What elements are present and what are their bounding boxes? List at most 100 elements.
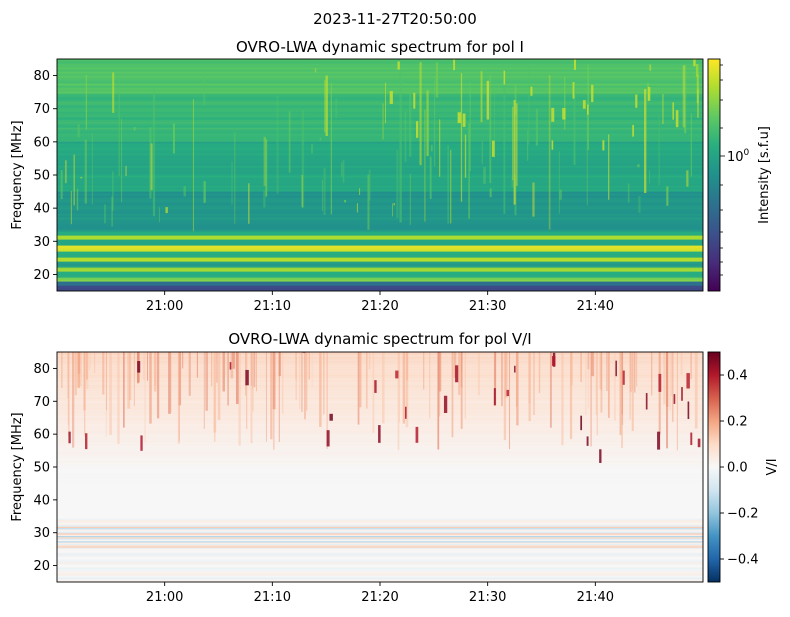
heatmap-row <box>57 524 703 526</box>
heatmap-row <box>57 550 703 552</box>
burst <box>506 389 510 397</box>
heatmap-row <box>57 127 703 130</box>
streak <box>225 352 228 375</box>
heatmap-row <box>57 575 703 577</box>
burst <box>530 86 533 96</box>
streak <box>599 352 602 389</box>
panel-i-title: OVRO-LWA dynamic spectrum for pol I <box>236 38 524 56</box>
streak <box>424 109 426 222</box>
x-tick-label: 21:20 <box>361 299 398 314</box>
streak <box>396 149 399 219</box>
heatmap-row <box>57 257 703 260</box>
heatmap-row <box>57 177 703 180</box>
streak <box>419 62 422 166</box>
heatmap-row <box>57 553 703 555</box>
heatmap-row <box>57 189 703 192</box>
burst <box>453 59 456 71</box>
heatmap-row <box>57 463 703 466</box>
heatmap-row <box>57 237 703 240</box>
streak <box>651 352 653 396</box>
heatmap-row <box>57 417 703 420</box>
streak <box>357 352 360 425</box>
streak <box>404 111 407 162</box>
burst <box>586 104 589 115</box>
streak <box>322 180 323 212</box>
heatmap-row <box>57 481 703 484</box>
streak <box>460 352 463 429</box>
streak <box>325 75 328 137</box>
colorbar-vi-label: V/I <box>765 458 780 475</box>
y-tick-label: 30 <box>33 235 50 250</box>
streak <box>426 90 429 157</box>
streak <box>397 352 400 451</box>
burst <box>622 370 625 385</box>
streak <box>486 80 490 120</box>
heatmap-row <box>57 398 703 400</box>
heatmap-row <box>57 209 703 212</box>
burst <box>647 86 651 101</box>
streak <box>666 352 669 449</box>
heatmap-row <box>57 109 703 112</box>
heatmap-row <box>57 173 703 176</box>
heatmap-row <box>57 528 703 530</box>
burst <box>657 431 661 450</box>
burst <box>85 433 88 450</box>
heatmap-row <box>57 368 703 371</box>
streak <box>558 151 560 214</box>
streak <box>548 75 551 230</box>
streak <box>423 352 425 390</box>
streak <box>170 352 172 413</box>
streak <box>295 352 297 401</box>
heatmap-row <box>57 468 703 471</box>
heatmap-row <box>57 199 703 202</box>
streak <box>464 134 467 178</box>
heatmap-row <box>57 391 703 394</box>
heatmap-row <box>57 225 703 228</box>
heatmap-row <box>57 448 703 451</box>
heatmap-row <box>57 263 703 266</box>
burst <box>586 436 589 446</box>
streak <box>409 92 412 157</box>
streak <box>168 352 171 414</box>
burst <box>551 140 554 150</box>
streak <box>649 64 652 71</box>
streak <box>600 352 602 391</box>
heatmap-row <box>57 536 703 538</box>
heatmap-row <box>57 217 703 220</box>
burst <box>573 59 577 70</box>
streak <box>158 207 160 223</box>
streak <box>399 70 402 223</box>
streak <box>133 127 136 131</box>
heatmap-pol-vi <box>57 352 703 582</box>
streak <box>295 352 297 380</box>
burst <box>672 102 674 120</box>
streak <box>587 352 589 409</box>
ylabel-vi: Frequency [MHz] <box>10 412 25 521</box>
streak <box>512 106 514 181</box>
streak <box>234 132 236 224</box>
heatmap-row <box>57 113 703 116</box>
streak <box>133 352 135 406</box>
heatmap-row <box>57 137 703 140</box>
streak <box>434 76 436 167</box>
heatmap-row <box>57 241 703 244</box>
streak <box>580 352 582 383</box>
heatmap-row <box>57 389 703 392</box>
streak <box>504 352 508 398</box>
streak <box>306 352 308 411</box>
x-axis-vi: 21:00 21:10 21:20 21:30 21:40 <box>146 582 614 605</box>
burst <box>245 369 249 386</box>
streak <box>359 188 361 195</box>
heatmap-row <box>57 275 703 278</box>
heatmap-row <box>57 141 703 144</box>
heatmap-row <box>57 541 703 543</box>
burst <box>693 59 696 67</box>
heatmap-row <box>57 555 703 557</box>
streak <box>301 110 305 208</box>
streak <box>341 162 343 177</box>
streak <box>606 352 608 392</box>
streak <box>458 352 461 395</box>
burst <box>632 124 634 137</box>
heatmap-row <box>57 131 703 134</box>
streak <box>149 352 152 424</box>
